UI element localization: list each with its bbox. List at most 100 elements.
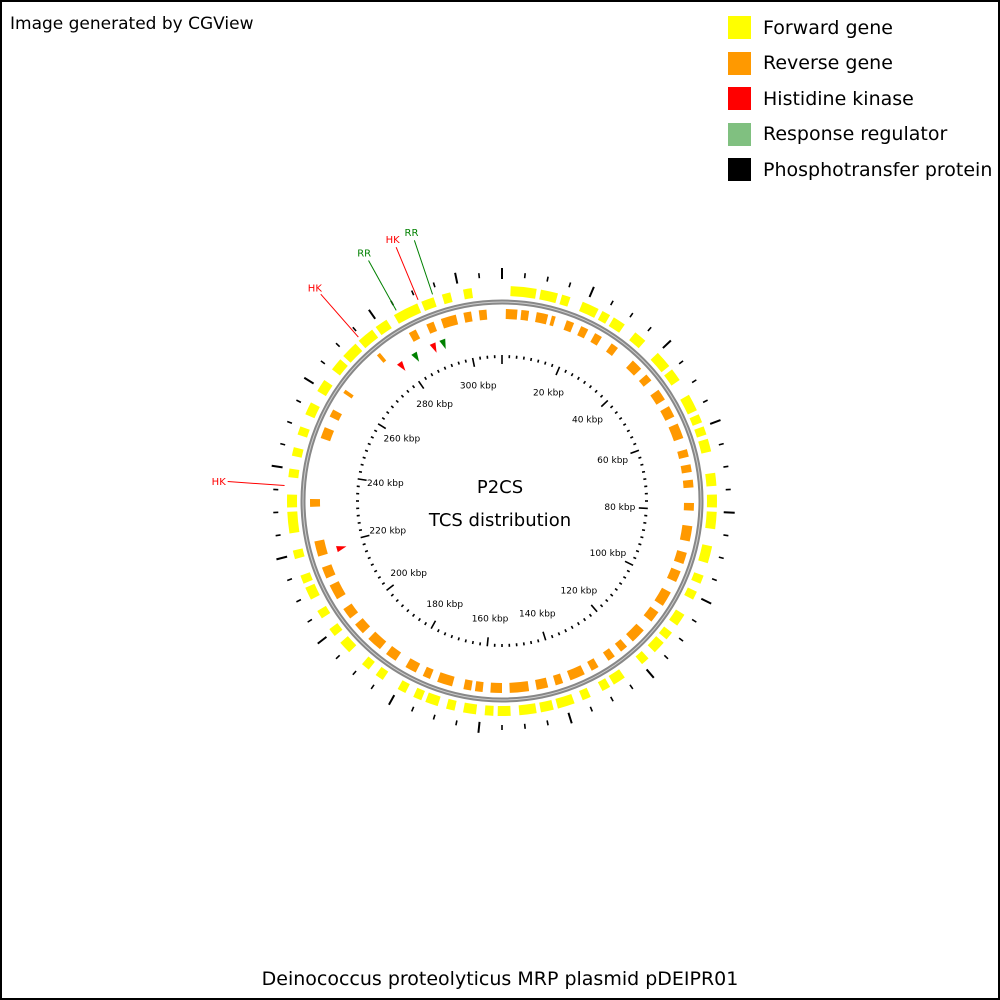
inner-tick — [633, 556, 637, 560]
forward-gene — [539, 699, 554, 713]
kbp-label: 60 kbp — [597, 456, 628, 466]
outer-tick — [629, 684, 634, 690]
outer-tick — [286, 420, 293, 424]
reverse-gene — [638, 374, 652, 387]
inner-tick — [395, 399, 399, 404]
backbone-highlight — [302, 301, 702, 701]
reverse-gene — [490, 682, 502, 693]
inner-tick — [638, 543, 642, 546]
inner-tick — [640, 536, 644, 539]
reverse-gene — [563, 320, 575, 333]
forward-gene — [425, 692, 441, 707]
inner-tick — [555, 366, 561, 376]
kbp-label: 20 kbp — [533, 389, 564, 399]
reverse-gene — [405, 658, 421, 673]
forward-gene — [287, 494, 298, 508]
legend-label: Histidine kinase — [763, 87, 914, 110]
forward-gene — [484, 705, 494, 716]
reverse-gene — [535, 312, 549, 325]
inner-tick — [564, 629, 568, 633]
outer-tick — [691, 379, 697, 384]
kbp-label: 240 kbp — [367, 479, 404, 489]
legend-swatch — [728, 16, 751, 40]
inner-tick — [471, 640, 474, 645]
legend-item-response-regulator: Response regulator — [728, 117, 992, 153]
reverse-gene — [376, 352, 387, 363]
inner-tick — [443, 632, 447, 636]
inner-tick — [400, 394, 405, 398]
outer-tick — [567, 712, 573, 724]
kbp-label: 120 kbp — [561, 587, 598, 597]
inner-tick — [609, 593, 614, 597]
forward-gene — [317, 379, 333, 397]
forward-gene — [689, 414, 703, 426]
inner-tick — [417, 380, 425, 390]
legend-swatch — [728, 158, 751, 182]
kbp-label: 140 kbp — [519, 610, 556, 620]
inner-tick — [622, 575, 627, 579]
reverse-gene — [552, 673, 564, 686]
outer-tick — [454, 272, 459, 284]
legend-label: Phosphotransfer protein — [763, 158, 993, 181]
forward-gene — [329, 623, 343, 637]
inner-tick — [362, 543, 366, 546]
legend-item-phosphotransfer-protein: Phosphotransfer protein — [728, 152, 992, 188]
inner-tick — [618, 582, 623, 586]
callout-label: RR — [357, 249, 371, 260]
inner-tick — [395, 598, 399, 603]
reverse-gene — [666, 567, 681, 583]
outer-tick — [432, 714, 436, 720]
reverse-gene — [683, 502, 694, 511]
inner-tick — [544, 361, 547, 365]
outer-tick — [286, 578, 293, 582]
forward-gene — [579, 301, 599, 318]
reverse-gene — [520, 309, 530, 321]
histidine-kinase-marker — [396, 361, 406, 371]
forward-gene — [292, 548, 305, 560]
forward-gene — [705, 511, 717, 530]
outer-tick — [317, 636, 328, 645]
forward-gene — [375, 666, 389, 680]
inner-tick — [576, 621, 580, 626]
outer-tick — [691, 618, 697, 623]
inner-tick — [614, 587, 618, 592]
outer-tick — [723, 534, 729, 537]
outer-tick — [432, 282, 436, 288]
inner-tick — [550, 363, 554, 368]
inner-tick — [430, 620, 437, 630]
forward-gene — [510, 286, 537, 299]
inner-tick — [417, 617, 421, 622]
reverse-gene — [587, 658, 599, 671]
outer-tick — [335, 654, 341, 660]
inner-tick — [430, 372, 434, 377]
forward-gene — [497, 705, 511, 716]
inner-tick — [626, 569, 631, 573]
reverse-gene — [343, 603, 359, 619]
forward-gene — [691, 572, 704, 584]
kbp-label: 200 kbp — [390, 569, 427, 579]
forward-gene — [597, 678, 611, 692]
reverse-gene — [680, 464, 692, 474]
reverse-gene — [426, 321, 438, 334]
outer-tick — [610, 696, 614, 702]
outer-tick — [296, 598, 302, 603]
callout-label: HK — [212, 477, 227, 488]
inner-tick — [381, 416, 386, 420]
inner-tick — [537, 359, 540, 363]
outer-tick — [523, 273, 526, 279]
outer-tick — [523, 723, 526, 729]
inner-tick — [486, 637, 489, 647]
inner-tick — [609, 405, 614, 409]
callout-line — [320, 293, 359, 338]
outer-tick — [568, 282, 572, 288]
inner-tick — [377, 423, 387, 430]
map-title-line2: TCS distribution — [428, 510, 571, 531]
histidine-kinase-marker — [336, 546, 347, 553]
forward-gene — [579, 687, 591, 701]
reverse-gene — [355, 618, 371, 634]
kbp-label: 40 kbp — [572, 416, 603, 426]
forward-gene — [706, 494, 717, 508]
forward-gene — [462, 288, 474, 300]
inner-tick — [633, 442, 637, 446]
inner-tick — [464, 359, 467, 363]
